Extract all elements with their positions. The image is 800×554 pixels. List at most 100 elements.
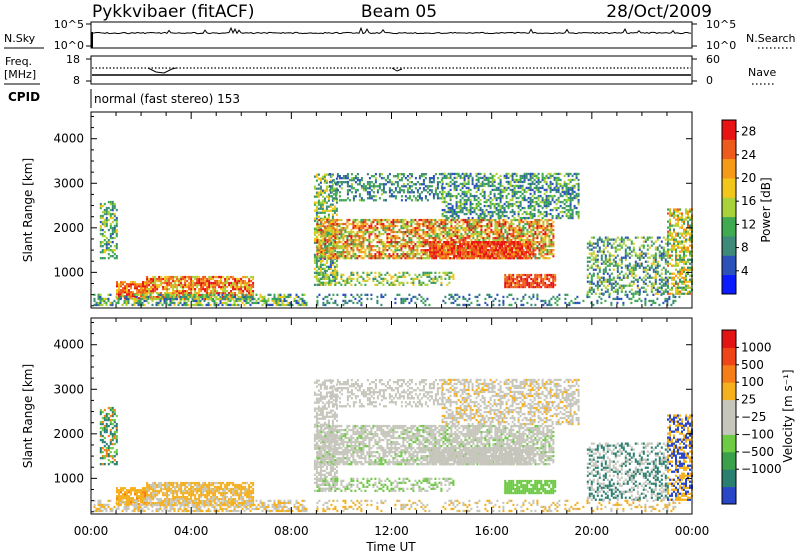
power-cell — [567, 178, 570, 182]
power-cell — [246, 283, 249, 287]
power-cell — [516, 218, 519, 222]
power-cell — [466, 224, 469, 228]
power-cell — [428, 181, 431, 184]
power-cell — [398, 179, 401, 182]
power-cell — [323, 257, 326, 260]
power-cell — [99, 228, 102, 232]
power-cell — [220, 292, 223, 295]
power-cell — [575, 172, 578, 176]
power-cell — [485, 204, 488, 208]
power-cell — [465, 182, 468, 186]
power-cell — [150, 298, 153, 301]
power-cell — [462, 220, 465, 224]
power-cell — [496, 222, 499, 226]
power-cell — [358, 245, 361, 248]
power-cell — [135, 299, 138, 303]
power-cell — [406, 189, 409, 192]
power-cell — [316, 253, 319, 256]
power-cell — [236, 288, 239, 291]
power-cell — [491, 247, 494, 250]
power-cell — [469, 198, 472, 202]
power-cell — [547, 172, 550, 176]
power-cell — [364, 230, 367, 234]
power-cell — [469, 172, 472, 176]
power-cell — [517, 243, 520, 246]
power-cell — [515, 174, 518, 178]
power-cell — [501, 251, 504, 254]
power-cell — [340, 277, 343, 280]
power-cell — [198, 275, 201, 279]
power-cell — [531, 182, 534, 186]
power-cell — [218, 285, 221, 289]
power-cell — [330, 257, 333, 260]
power-cell — [324, 271, 327, 274]
power-cell — [481, 210, 484, 214]
power-cell — [358, 239, 361, 242]
power-cell — [156, 279, 159, 283]
power-cell — [250, 285, 253, 289]
power-cell — [293, 297, 296, 301]
power-cell — [436, 183, 439, 186]
power-cell — [261, 297, 264, 301]
power-cell — [197, 299, 200, 303]
power-cell — [504, 285, 507, 289]
power-cell — [416, 226, 419, 230]
power-cell — [517, 190, 520, 194]
power-cell — [236, 283, 239, 287]
power-cell — [368, 187, 371, 190]
power-cell — [554, 273, 557, 277]
power-cell — [150, 281, 153, 285]
power-cell — [356, 230, 359, 234]
power-cell — [408, 195, 411, 198]
power-cell — [324, 220, 327, 224]
power-cell — [105, 224, 108, 228]
power-cell — [569, 206, 572, 210]
power-cell — [531, 216, 534, 220]
power-cell — [252, 275, 255, 279]
power-cell — [350, 234, 353, 238]
power-cell — [555, 184, 558, 188]
power-cell — [486, 228, 489, 232]
power-cell — [382, 177, 385, 180]
power-cell — [503, 186, 506, 190]
power-cell — [368, 183, 371, 186]
power-cell — [459, 194, 462, 198]
power-cell — [354, 224, 357, 228]
power-cell — [364, 187, 367, 190]
power-cell — [457, 214, 460, 218]
power-cell — [489, 176, 492, 180]
power-cell — [536, 241, 539, 244]
power-cell — [198, 298, 201, 301]
power-cell — [352, 245, 355, 248]
power-cell — [352, 179, 355, 182]
power-cell — [327, 265, 330, 268]
power-cell — [414, 245, 417, 248]
power-cell — [508, 226, 511, 230]
power-cell — [436, 234, 439, 238]
power-cell — [472, 224, 475, 228]
power-cell — [380, 226, 383, 230]
power-cell — [463, 182, 466, 186]
power-cell — [545, 196, 548, 200]
power-cell — [420, 234, 423, 238]
power-cell — [338, 236, 341, 240]
power-cell — [136, 289, 138, 292]
power-cell — [497, 182, 500, 186]
power-cell — [438, 191, 441, 194]
power-cell — [529, 176, 532, 180]
power-cell — [519, 202, 522, 206]
power-cell — [567, 174, 570, 178]
power-cell — [370, 189, 373, 192]
power-cell — [368, 181, 371, 184]
power-cell — [463, 174, 466, 178]
power-cell — [418, 224, 421, 228]
power-cell — [485, 208, 488, 212]
power-cell — [159, 293, 162, 296]
power-cell — [499, 214, 502, 218]
power-cell — [575, 174, 578, 178]
power-cell — [168, 275, 171, 279]
power-cell — [542, 249, 545, 252]
power-cell — [148, 292, 151, 295]
power-cell — [392, 257, 395, 260]
power-cell — [477, 178, 480, 182]
